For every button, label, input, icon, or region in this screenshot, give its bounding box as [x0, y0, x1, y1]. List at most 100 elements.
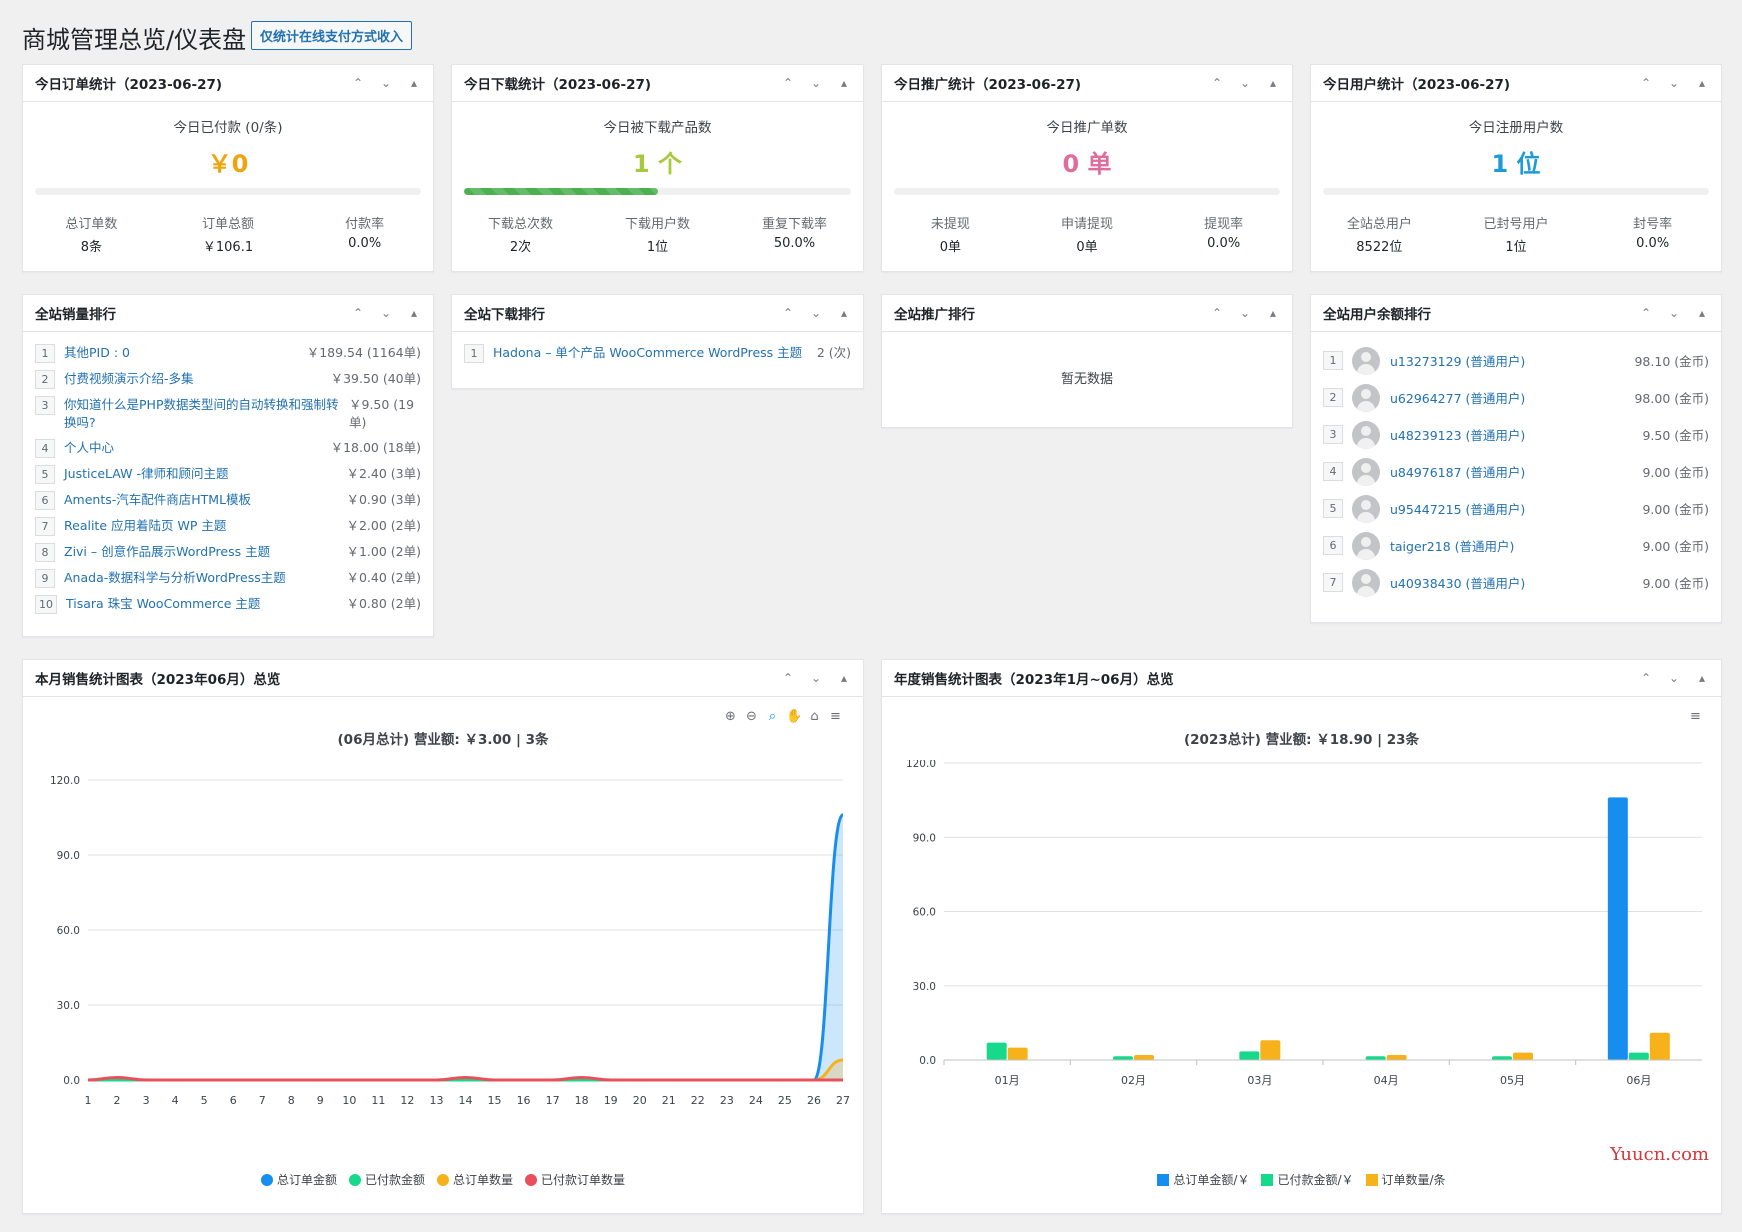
product-link[interactable]: Zivi – 创意作品展示WordPress 主题: [64, 544, 271, 559]
reset-home-icon[interactable]: ⌂: [810, 709, 819, 724]
stat-label: 申请提现: [1061, 217, 1114, 232]
user-link[interactable]: u48239123 (普通用户): [1390, 428, 1526, 443]
legend-item[interactable]: 已付款金额: [348, 1171, 425, 1188]
menu-icon[interactable]: ≡: [830, 709, 841, 724]
chevron-up-icon[interactable]: ⌃: [1640, 306, 1652, 320]
user-link[interactable]: u84976187 (普通用户): [1390, 465, 1526, 480]
list-item: 3 u48239123 (普通用户) 9.50 (金币): [1323, 416, 1709, 453]
collapse-icon[interactable]: ▴: [1269, 76, 1277, 90]
collapse-icon[interactable]: ▴: [1269, 306, 1277, 320]
x-tick-label: 12: [400, 1094, 414, 1107]
stat-big-value: ￥0: [207, 150, 249, 178]
chevron-up-icon[interactable]: ⌃: [782, 306, 794, 320]
collapse-icon[interactable]: ▴: [840, 76, 848, 90]
collapse-icon[interactable]: ▴: [840, 671, 848, 685]
rank-number: 5: [35, 465, 55, 484]
chevron-up-icon[interactable]: ⌃: [352, 76, 364, 90]
product-link[interactable]: JusticeLAW -律师和顾问主题: [64, 466, 229, 481]
chevron-down-icon[interactable]: ⌄: [1239, 306, 1251, 320]
x-tick-label: 8: [288, 1094, 295, 1107]
stat-value: 0单: [939, 240, 961, 255]
list-item: 2 付费视频演示介绍-多集 ￥39.50 (40单): [35, 370, 421, 389]
x-tick-label: 27: [836, 1094, 850, 1107]
rank-value: ￥18.00 (18单): [330, 440, 421, 455]
rank-number: 1: [464, 344, 484, 363]
collapse-icon[interactable]: ▴: [1698, 671, 1706, 685]
stat-value: 2次: [509, 240, 532, 255]
collapse-icon[interactable]: ▴: [1698, 306, 1706, 320]
legend-item[interactable]: 总订单金额/￥: [1157, 1171, 1249, 1188]
rank-number: 7: [1323, 573, 1343, 592]
chevron-up-icon[interactable]: ⌃: [782, 76, 794, 90]
chevron-down-icon[interactable]: ⌄: [1239, 76, 1251, 90]
avatar: [1352, 383, 1380, 412]
collapse-icon[interactable]: ▴: [1698, 76, 1706, 90]
chevron-down-icon[interactable]: ⌄: [1668, 306, 1680, 320]
bar: [1113, 1056, 1133, 1060]
online-payment-only-button[interactable]: 仅统计在线支付方式收入: [251, 21, 413, 50]
card-download-rank: 全站下载排行 ⌃ ⌄ ▴ 1 Hadona – 单个产品 WooCommerce Wo…: [451, 294, 864, 389]
avatar: [1352, 568, 1380, 597]
chevron-up-icon[interactable]: ⌃: [1640, 671, 1652, 685]
balance-value: 9.00 (金币): [1642, 539, 1709, 554]
legend-item[interactable]: 总订单金额: [260, 1171, 337, 1188]
card-today-users: 今日用户统计（2023-06-27) ⌃ ⌄ ▴ 今日注册用户数 1 位 全站总用户…: [1310, 64, 1722, 272]
watermark: Yuucn.com: [1610, 1144, 1709, 1165]
chart-title: (2023总计) 营业额: ￥18.90 | 23条: [1183, 732, 1420, 748]
x-tick-label: 10: [342, 1094, 356, 1107]
user-link[interactable]: u95447215 (普通用户): [1390, 502, 1526, 517]
chevron-up-icon[interactable]: ⌃: [782, 671, 794, 685]
chevron-down-icon[interactable]: ⌄: [810, 76, 822, 90]
zoom-in-icon[interactable]: ⊕: [725, 709, 736, 724]
zoom-out-icon[interactable]: ⊖: [746, 709, 757, 724]
product-link[interactable]: 你知道什么是PHP数据类型间的自动转换和强制转换吗?: [64, 397, 339, 430]
product-link[interactable]: 其他PID : 0: [64, 345, 130, 360]
balance-value: 9.00 (金币): [1642, 502, 1709, 517]
card-today-orders: 今日订单统计（2023-06-27) ⌃ ⌄ ▴ 今日已付款 (0/条) ￥0 总订…: [22, 64, 434, 272]
chevron-down-icon[interactable]: ⌄: [1668, 671, 1680, 685]
collapse-icon[interactable]: ▴: [840, 306, 848, 320]
collapse-icon[interactable]: ▴: [410, 76, 418, 90]
user-link[interactable]: u40938430 (普通用户): [1390, 576, 1526, 591]
chevron-up-icon[interactable]: ⌃: [352, 306, 364, 320]
product-link[interactable]: 付费视频演示介绍-多集: [64, 371, 194, 386]
chevron-up-icon[interactable]: ⌃: [1640, 76, 1652, 90]
product-link[interactable]: Anada-数据科学与分析WordPress主题: [64, 570, 286, 585]
product-link[interactable]: 个人中心: [64, 440, 115, 455]
bar: [1134, 1055, 1154, 1060]
menu-icon[interactable]: ≡: [1690, 709, 1701, 724]
x-tick-label: 05月: [1500, 1074, 1525, 1087]
user-link[interactable]: taiger218 (普通用户): [1390, 539, 1515, 554]
progress-bar: [464, 188, 851, 195]
chevron-down-icon[interactable]: ⌄: [810, 671, 822, 685]
product-link[interactable]: Realite 应用着陆页 WP 主题: [64, 518, 227, 533]
stat-label: 全站总用户: [1346, 217, 1412, 232]
user-link[interactable]: u62964277 (普通用户): [1390, 391, 1526, 406]
pan-hand-icon[interactable]: ✋: [786, 709, 803, 724]
selection-zoom-icon[interactable]: ⌕: [768, 709, 777, 724]
card-title: 今日推广统计（2023-06-27): [894, 77, 1082, 93]
x-tick-label: 11: [371, 1094, 385, 1107]
rank-value: ￥189.54 (1164单): [306, 345, 421, 360]
product-link[interactable]: Hadona – 单个产品 WooCommerce WordPress 主题: [493, 345, 803, 360]
legend-marker: [1157, 1173, 1170, 1186]
user-link[interactable]: u13273129 (普通用户): [1390, 354, 1526, 369]
chevron-down-icon[interactable]: ⌄: [810, 306, 822, 320]
y-tick-label: 30.0: [57, 1000, 80, 1012]
x-tick-label: 25: [778, 1094, 792, 1107]
legend-item[interactable]: 已付款订单数量: [525, 1171, 625, 1188]
list-item: 1 Hadona – 单个产品 WooCommerce WordPress 主题 2…: [464, 344, 851, 363]
chevron-up-icon[interactable]: ⌃: [1211, 306, 1223, 320]
x-tick-label: 03月: [1247, 1074, 1272, 1087]
legend-item[interactable]: 已付款金额/￥: [1261, 1171, 1354, 1188]
legend-item[interactable]: 总订单数量: [437, 1171, 513, 1188]
product-link[interactable]: Aments-汽车配件商店HTML模板: [64, 492, 252, 507]
chevron-down-icon[interactable]: ⌄: [1668, 76, 1680, 90]
collapse-icon[interactable]: ▴: [410, 306, 418, 320]
legend-item[interactable]: 订单数量/条: [1365, 1171, 1446, 1188]
chevron-up-icon[interactable]: ⌃: [1211, 76, 1223, 90]
product-link[interactable]: Tisara 珠宝 WooCommerce 主题: [66, 596, 261, 611]
chevron-down-icon[interactable]: ⌄: [380, 306, 392, 320]
y-tick-label: 120.0: [906, 760, 936, 770]
chevron-down-icon[interactable]: ⌄: [380, 76, 392, 90]
